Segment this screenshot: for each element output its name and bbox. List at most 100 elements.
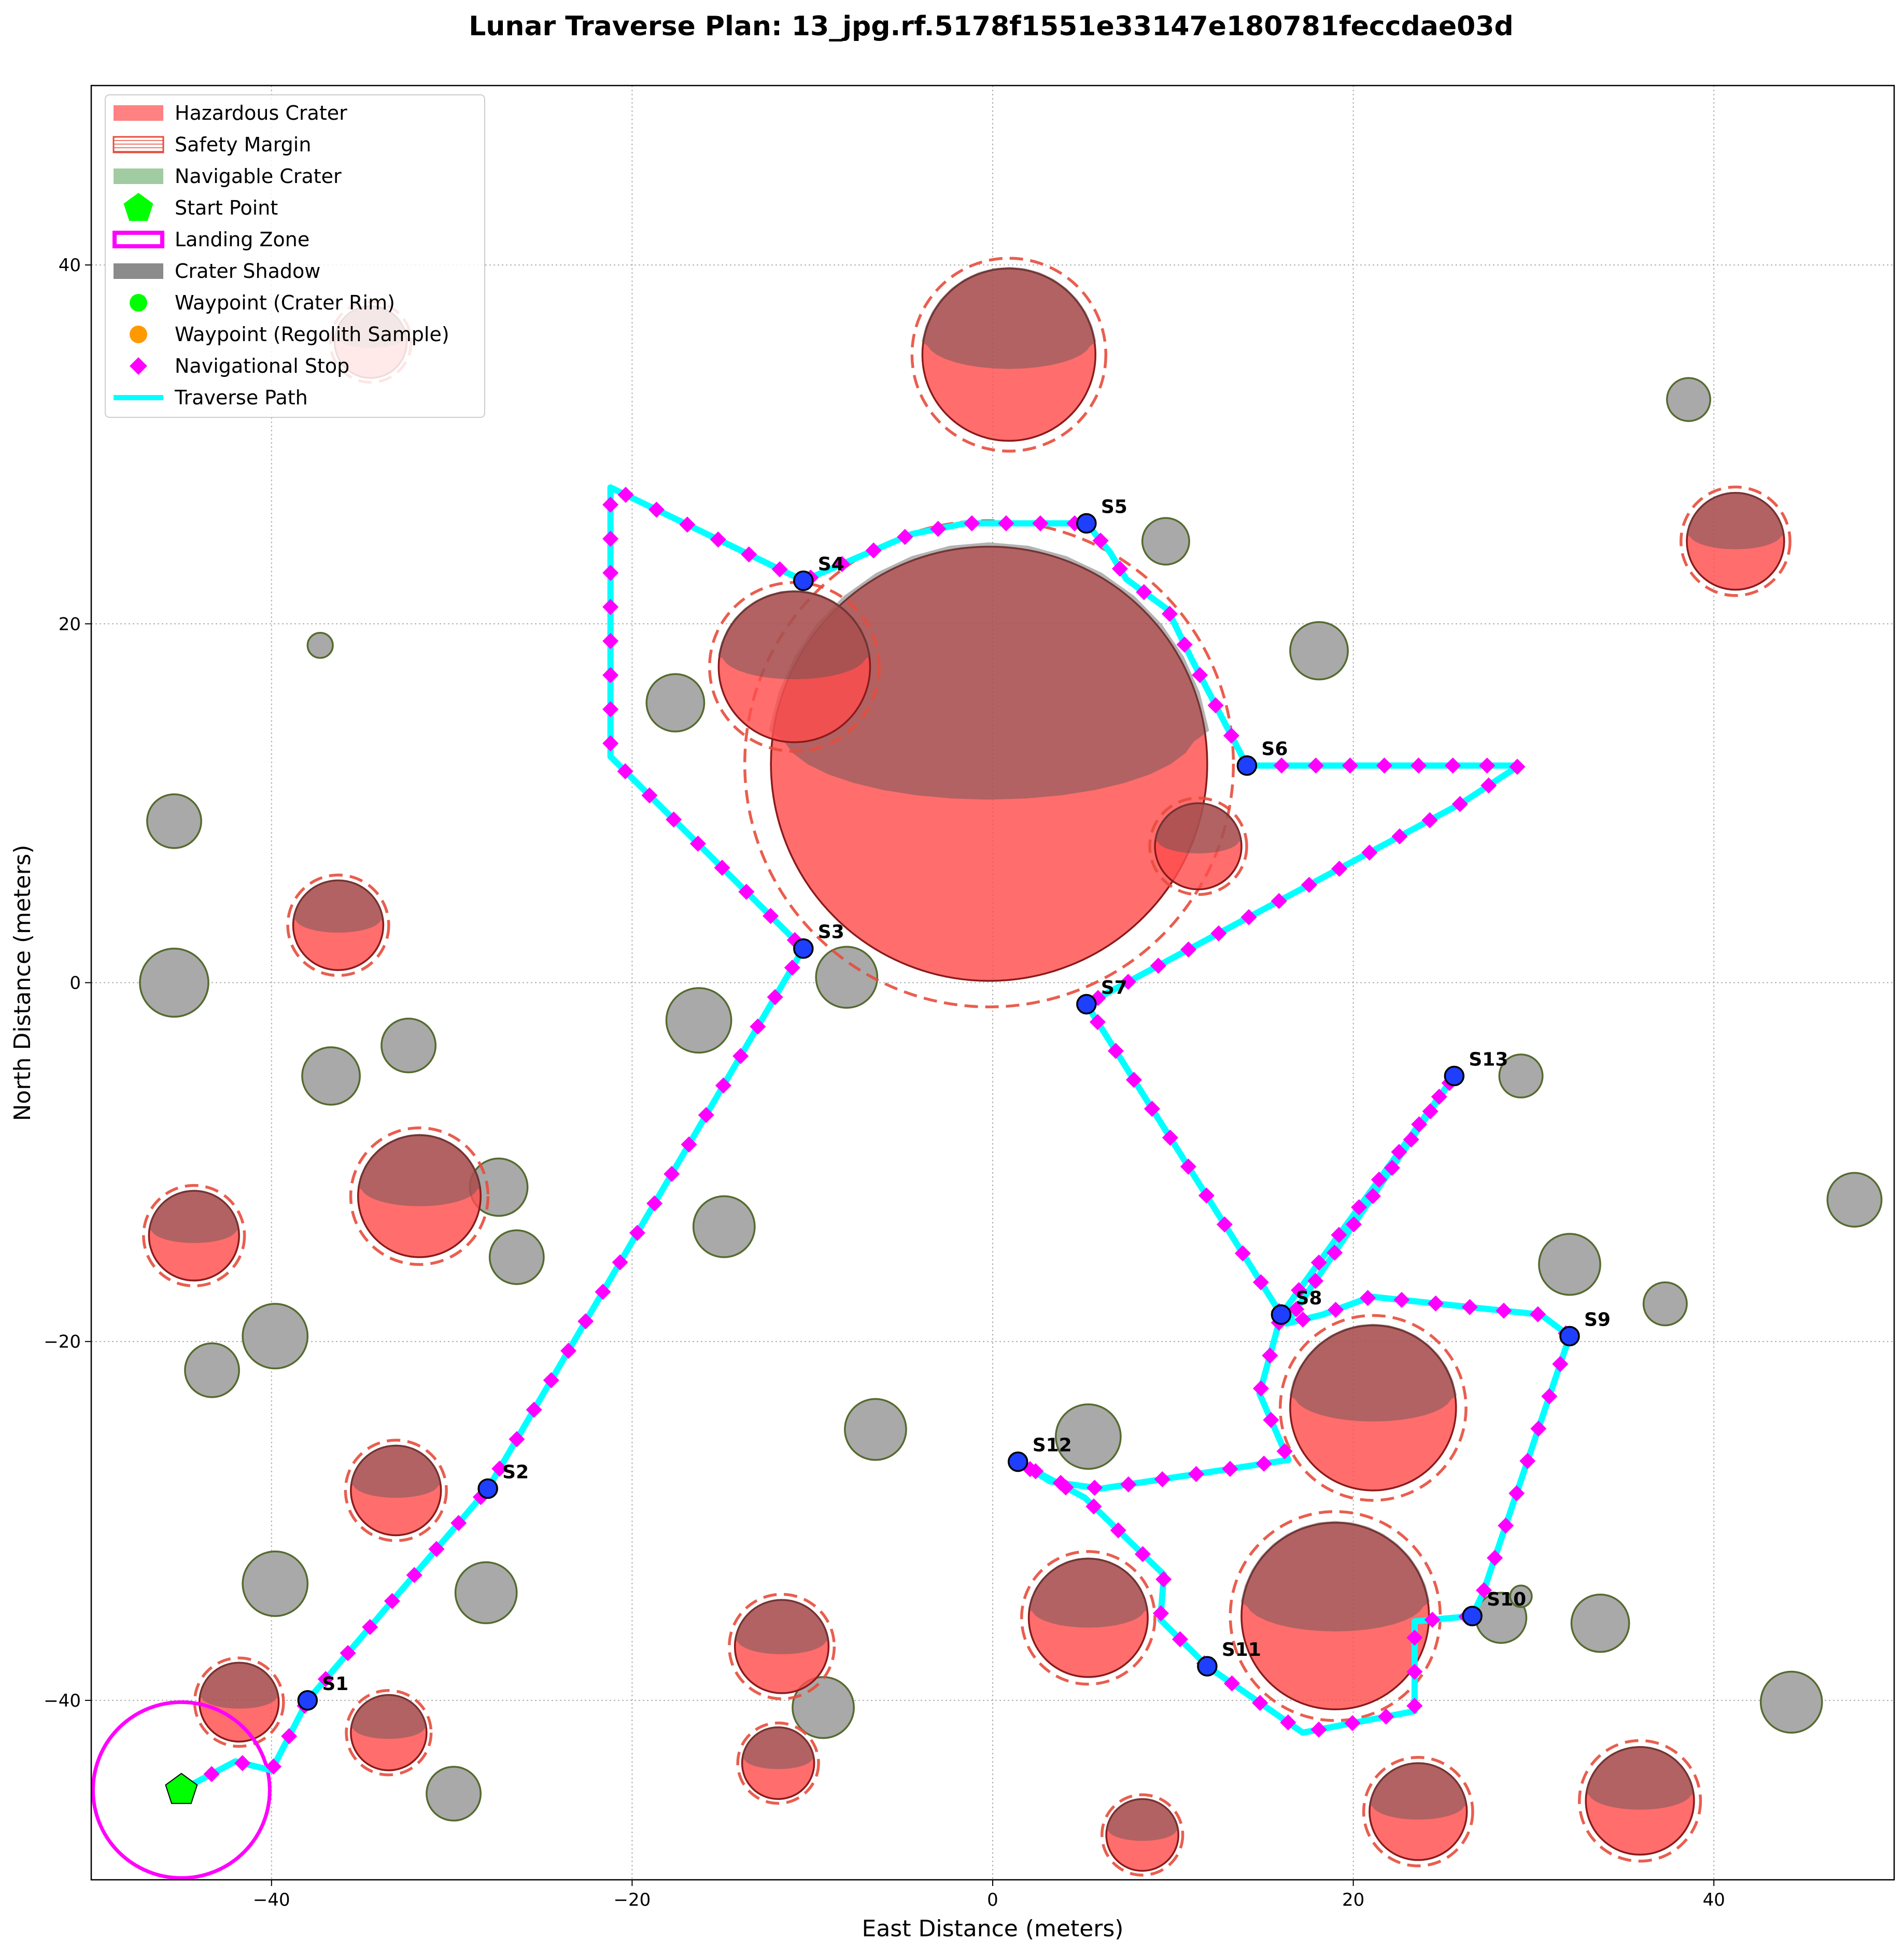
legend-box: [105, 94, 485, 418]
navigable-crater: [488, 1229, 545, 1285]
nav-stop-marker: [964, 515, 980, 532]
waypoint-marker: [1559, 1326, 1580, 1347]
start-point-marker: [165, 1772, 198, 1804]
nav-stop-marker: [1085, 1498, 1102, 1515]
nav-stop-marker: [1328, 1301, 1344, 1318]
nav-stop-marker: [1262, 1347, 1278, 1364]
crater-shadow: [350, 1444, 442, 1498]
hazardous-crater: [1686, 491, 1785, 591]
nav-stop-marker: [1431, 1088, 1447, 1105]
y-tick-label: 20: [59, 614, 81, 635]
crater-shadow: [1289, 1324, 1457, 1422]
nav-stop-marker: [1234, 1245, 1251, 1262]
nav-stop-marker: [641, 787, 658, 804]
nav-stop-marker: [1223, 1675, 1240, 1692]
y-tick-label: −40: [44, 1691, 81, 1711]
safety-margin-ring: [1148, 796, 1248, 896]
legend-label: Crater Shadow: [175, 260, 320, 283]
crater-shadow: [1106, 1798, 1179, 1841]
nav-stop-marker: [1519, 1453, 1536, 1469]
crater-shadow: [734, 1599, 829, 1654]
plot-area: S1 S2 S3 S4 S5 S6 S7 S8 S9 S10 S11 S12 S13: [91, 257, 1883, 1880]
waypoint-marker: [1076, 513, 1097, 534]
nav-stop-marker: [234, 1755, 251, 1771]
nav-stop-marker: [1110, 1522, 1126, 1539]
nav-stop-marker: [648, 501, 665, 518]
crater-shadow: [718, 590, 871, 680]
nav-stop-marker: [1476, 1582, 1492, 1599]
nav-stop-marker: [1406, 1698, 1423, 1714]
nav-stop-marker: [1406, 1629, 1423, 1646]
safety-margin-ring: [349, 1126, 490, 1266]
safety-margin-ring: [344, 1439, 448, 1542]
safety-margin-ring: [1278, 1314, 1468, 1502]
navigable-crater: [306, 631, 334, 659]
nav-stop-marker: [763, 908, 779, 924]
nav-stop-marker: [1155, 1571, 1172, 1587]
nav-stop-marker: [602, 701, 619, 717]
crater-shadow: [148, 1190, 239, 1243]
waypoint-marker: [297, 1690, 318, 1711]
navigable-crater: [1509, 1584, 1533, 1608]
waypoint-label: S6: [1261, 739, 1288, 760]
nav-stop-marker: [1120, 1476, 1137, 1493]
nav-stop-marker: [1496, 1302, 1512, 1319]
navigable-crater: [665, 987, 732, 1054]
nav-stop-marker: [771, 561, 788, 578]
nav-stop-marker: [602, 633, 619, 650]
waypoint-marker: [1236, 755, 1258, 776]
hazardous-crater: [357, 1134, 482, 1258]
nav-stop-marker: [1541, 1388, 1558, 1404]
y-axis-label: North Distance (meters): [9, 845, 36, 1121]
hazardous-crater: [350, 1444, 442, 1537]
crater-shadow: [1028, 1557, 1149, 1628]
nav-stop-marker: [1378, 1708, 1394, 1725]
nav-stop-marker: [1360, 1290, 1376, 1306]
nav-stop-marker: [1176, 636, 1193, 653]
legend-swatch: [114, 263, 163, 279]
hazardous-crater: [921, 268, 1096, 442]
nav-stop-marker: [1451, 796, 1468, 812]
nav-stop-marker: [681, 1136, 697, 1153]
crater-shadow: [357, 1134, 482, 1206]
waypoint-label: S5: [1101, 496, 1127, 517]
nav-stop-marker: [1498, 1517, 1514, 1534]
navigable-crater: [1141, 517, 1190, 566]
safety-margin-ring: [193, 1656, 285, 1748]
craters: [139, 257, 1883, 1877]
nav-stop-marker: [450, 1515, 467, 1531]
nav-stop-marker: [1384, 1160, 1400, 1176]
nav-stop-marker: [1087, 1480, 1103, 1496]
chart-title: Lunar Traverse Plan: 13_jpg.rf.5178f1551…: [469, 11, 1513, 42]
navigable-crater: [139, 947, 209, 1018]
legend-swatch: [130, 294, 147, 312]
nav-stop-marker: [1376, 757, 1393, 774]
nav-stop-marker: [689, 835, 706, 852]
hazardous-crater: [770, 545, 1208, 982]
legend-label: Navigable Crater: [175, 165, 342, 188]
nav-stop-marker: [1134, 1546, 1151, 1563]
landing-zone: [91, 1700, 272, 1880]
nav-stop-marker: [602, 496, 619, 513]
nav-stop-marker: [1291, 1282, 1307, 1299]
waypoint-marker: [1076, 994, 1097, 1015]
nav-stop-marker: [1288, 1301, 1305, 1317]
nav-stop-marker: [1345, 1216, 1362, 1233]
nav-stop-marker: [1344, 1715, 1361, 1732]
legend-swatch: [123, 193, 153, 221]
nav-stop-marker: [1052, 1474, 1069, 1491]
nav-stop-marker: [1487, 1550, 1503, 1566]
legend-swatch: [114, 168, 163, 184]
hazardous-crater: [734, 1599, 830, 1694]
waypoint-marker: [1271, 1304, 1292, 1325]
waypoint-label: S8: [1295, 1288, 1322, 1309]
safety-margin-ring: [728, 1593, 836, 1700]
safety-margin-ring: [345, 1689, 433, 1777]
navigable-crater: [242, 1550, 309, 1617]
nav-stop-marker: [629, 1225, 645, 1241]
legend-label: Navigational Stop: [175, 355, 349, 377]
nav-stop-marker: [1032, 515, 1049, 532]
navigable-crater: [1570, 1593, 1630, 1653]
waypoint-marker: [477, 1478, 498, 1499]
